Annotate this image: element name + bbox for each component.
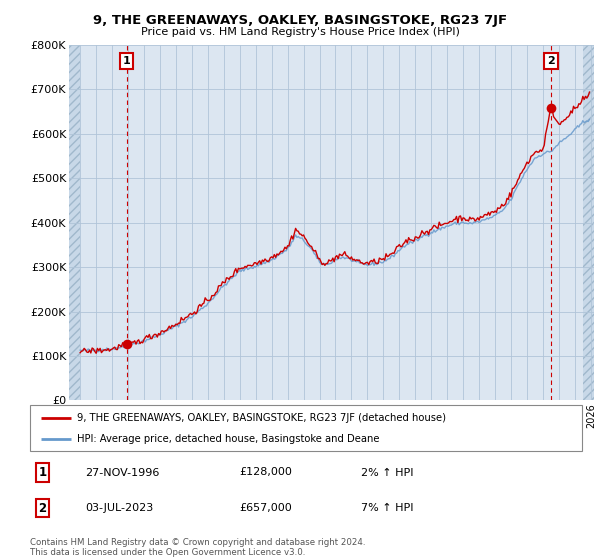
Text: £128,000: £128,000 — [240, 468, 293, 478]
Bar — [583, 45, 594, 400]
Text: 2: 2 — [547, 56, 555, 66]
Text: 7% ↑ HPI: 7% ↑ HPI — [361, 503, 414, 513]
Text: 2% ↑ HPI: 2% ↑ HPI — [361, 468, 414, 478]
Text: 03-JUL-2023: 03-JUL-2023 — [85, 503, 154, 513]
Bar — [69, 45, 80, 400]
Text: £657,000: £657,000 — [240, 503, 293, 513]
Text: 27-NOV-1996: 27-NOV-1996 — [85, 468, 160, 478]
Text: 9, THE GREENAWAYS, OAKLEY, BASINGSTOKE, RG23 7JF: 9, THE GREENAWAYS, OAKLEY, BASINGSTOKE, … — [93, 14, 507, 27]
Text: HPI: Average price, detached house, Basingstoke and Deane: HPI: Average price, detached house, Basi… — [77, 435, 379, 444]
Text: 2: 2 — [38, 502, 46, 515]
Text: Contains HM Land Registry data © Crown copyright and database right 2024.
This d: Contains HM Land Registry data © Crown c… — [30, 538, 365, 557]
Text: 9, THE GREENAWAYS, OAKLEY, BASINGSTOKE, RG23 7JF (detached house): 9, THE GREENAWAYS, OAKLEY, BASINGSTOKE, … — [77, 413, 446, 423]
Text: 1: 1 — [38, 466, 46, 479]
FancyBboxPatch shape — [30, 405, 582, 451]
Text: Price paid vs. HM Land Registry's House Price Index (HPI): Price paid vs. HM Land Registry's House … — [140, 27, 460, 37]
Text: 1: 1 — [123, 56, 131, 66]
